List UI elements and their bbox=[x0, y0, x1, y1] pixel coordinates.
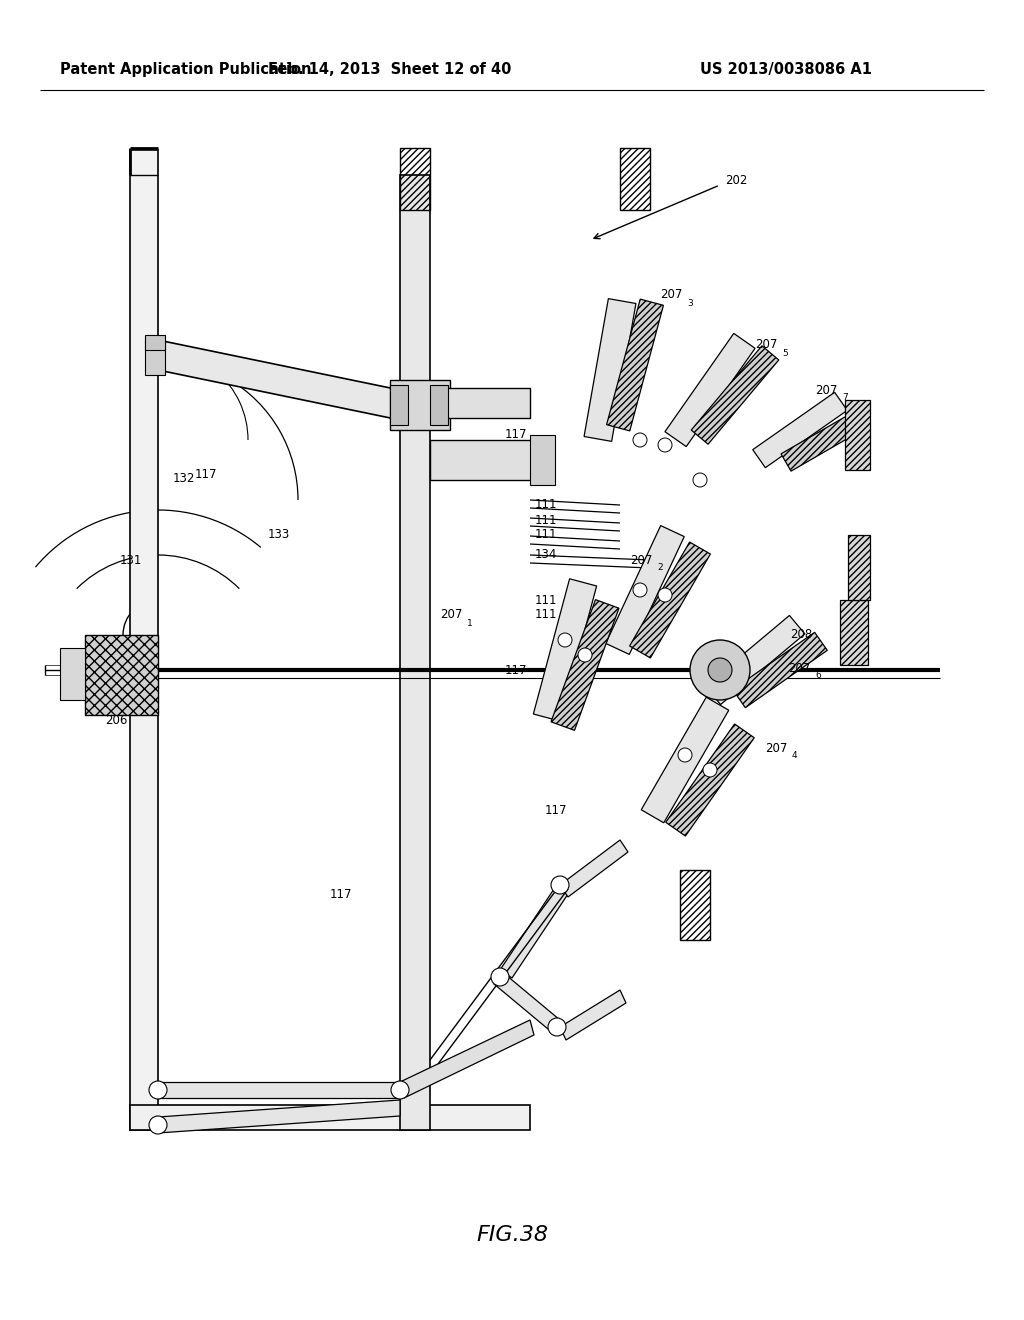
Polygon shape bbox=[60, 648, 85, 700]
Polygon shape bbox=[606, 300, 664, 430]
Polygon shape bbox=[158, 1082, 400, 1098]
Circle shape bbox=[633, 433, 647, 447]
Polygon shape bbox=[158, 341, 400, 420]
Text: 5: 5 bbox=[782, 348, 787, 358]
Circle shape bbox=[150, 1115, 167, 1134]
Text: 7: 7 bbox=[842, 393, 848, 403]
Text: 207: 207 bbox=[755, 338, 777, 351]
Circle shape bbox=[150, 1081, 167, 1100]
Polygon shape bbox=[145, 341, 165, 375]
Polygon shape bbox=[494, 970, 560, 1034]
Circle shape bbox=[693, 473, 707, 487]
Text: 132: 132 bbox=[173, 471, 196, 484]
Text: 207: 207 bbox=[660, 289, 682, 301]
Circle shape bbox=[703, 763, 717, 777]
Circle shape bbox=[558, 634, 572, 647]
Text: 207: 207 bbox=[630, 553, 652, 566]
Polygon shape bbox=[534, 578, 597, 721]
Text: Patent Application Publication: Patent Application Publication bbox=[60, 62, 311, 77]
Text: 6: 6 bbox=[815, 672, 821, 681]
Polygon shape bbox=[145, 335, 165, 350]
Polygon shape bbox=[733, 632, 827, 708]
Polygon shape bbox=[706, 615, 805, 705]
Text: 111: 111 bbox=[535, 528, 557, 541]
Polygon shape bbox=[130, 1105, 530, 1130]
Circle shape bbox=[578, 648, 592, 663]
Polygon shape bbox=[400, 1020, 534, 1098]
Circle shape bbox=[633, 583, 647, 597]
Text: 1: 1 bbox=[467, 619, 473, 627]
Text: 117: 117 bbox=[195, 469, 217, 482]
Text: 117: 117 bbox=[505, 429, 527, 441]
Text: 117: 117 bbox=[545, 804, 567, 817]
Polygon shape bbox=[560, 990, 626, 1040]
Polygon shape bbox=[665, 334, 755, 446]
Text: 111: 111 bbox=[535, 513, 557, 527]
Text: 202: 202 bbox=[725, 173, 748, 186]
Polygon shape bbox=[753, 392, 847, 467]
Polygon shape bbox=[430, 440, 540, 480]
Circle shape bbox=[678, 748, 692, 762]
Text: 207: 207 bbox=[815, 384, 838, 396]
Circle shape bbox=[690, 640, 750, 700]
Polygon shape bbox=[500, 880, 572, 978]
Text: 111: 111 bbox=[535, 499, 557, 511]
Text: 117: 117 bbox=[505, 664, 527, 676]
Polygon shape bbox=[691, 346, 779, 445]
Polygon shape bbox=[130, 150, 158, 1130]
Polygon shape bbox=[606, 525, 684, 655]
Polygon shape bbox=[845, 400, 870, 470]
Polygon shape bbox=[390, 380, 450, 430]
Text: 133: 133 bbox=[268, 528, 290, 541]
Polygon shape bbox=[584, 298, 636, 441]
Circle shape bbox=[548, 1018, 566, 1036]
Text: US 2013/0038086 A1: US 2013/0038086 A1 bbox=[700, 62, 872, 77]
Polygon shape bbox=[781, 409, 869, 471]
Text: 111: 111 bbox=[535, 594, 557, 606]
Text: Feb. 14, 2013  Sheet 12 of 40: Feb. 14, 2013 Sheet 12 of 40 bbox=[268, 62, 512, 77]
Polygon shape bbox=[848, 535, 870, 601]
Polygon shape bbox=[666, 723, 755, 836]
Polygon shape bbox=[85, 635, 158, 715]
Polygon shape bbox=[440, 388, 530, 418]
Text: 117: 117 bbox=[330, 888, 352, 902]
Text: 131: 131 bbox=[120, 553, 142, 566]
Text: 134: 134 bbox=[535, 549, 557, 561]
Text: 207: 207 bbox=[765, 742, 787, 755]
Polygon shape bbox=[430, 385, 449, 425]
Circle shape bbox=[658, 438, 672, 451]
Circle shape bbox=[391, 1081, 409, 1100]
Polygon shape bbox=[158, 1100, 400, 1133]
Text: 207: 207 bbox=[440, 609, 463, 622]
Polygon shape bbox=[641, 697, 729, 822]
Text: 3: 3 bbox=[687, 298, 693, 308]
Text: 206: 206 bbox=[105, 714, 127, 726]
Text: 2: 2 bbox=[657, 564, 663, 573]
Circle shape bbox=[490, 968, 509, 986]
Polygon shape bbox=[400, 176, 430, 1130]
Text: 207: 207 bbox=[788, 661, 810, 675]
Polygon shape bbox=[551, 599, 618, 730]
Polygon shape bbox=[390, 385, 408, 425]
Polygon shape bbox=[630, 543, 711, 657]
Circle shape bbox=[551, 876, 569, 894]
Text: FIG.38: FIG.38 bbox=[476, 1225, 548, 1245]
Polygon shape bbox=[530, 436, 555, 484]
Text: 208: 208 bbox=[790, 628, 812, 642]
Polygon shape bbox=[840, 601, 868, 665]
Text: 4: 4 bbox=[792, 751, 798, 760]
Text: 111: 111 bbox=[535, 609, 557, 622]
Circle shape bbox=[708, 657, 732, 682]
Polygon shape bbox=[560, 840, 628, 898]
Circle shape bbox=[658, 587, 672, 602]
